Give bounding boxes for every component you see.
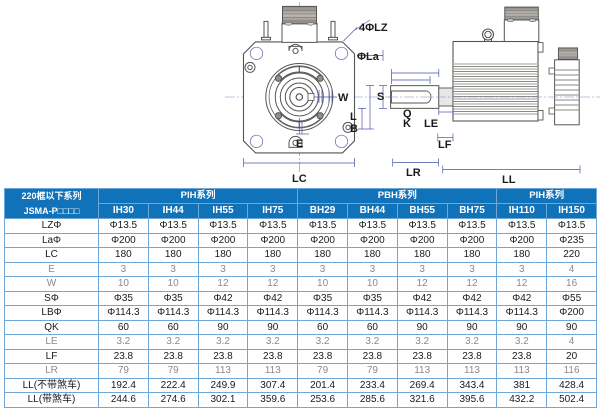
svg-text:LF: LF [438,139,452,151]
svg-text:W: W [338,92,349,104]
svg-text:LC: LC [292,173,307,185]
svg-text:ΦLa: ΦLa [357,51,380,63]
svg-text:E: E [296,138,303,150]
svg-text:L: L [350,111,357,123]
svg-text:LR: LR [406,167,421,179]
svg-text:K: K [403,118,411,130]
svg-text:B: B [350,123,358,135]
svg-text:4ΦLZ: 4ΦLZ [359,22,388,34]
svg-text:S: S [377,91,384,103]
svg-text:LE: LE [424,118,438,130]
svg-text:LL: LL [502,174,516,186]
